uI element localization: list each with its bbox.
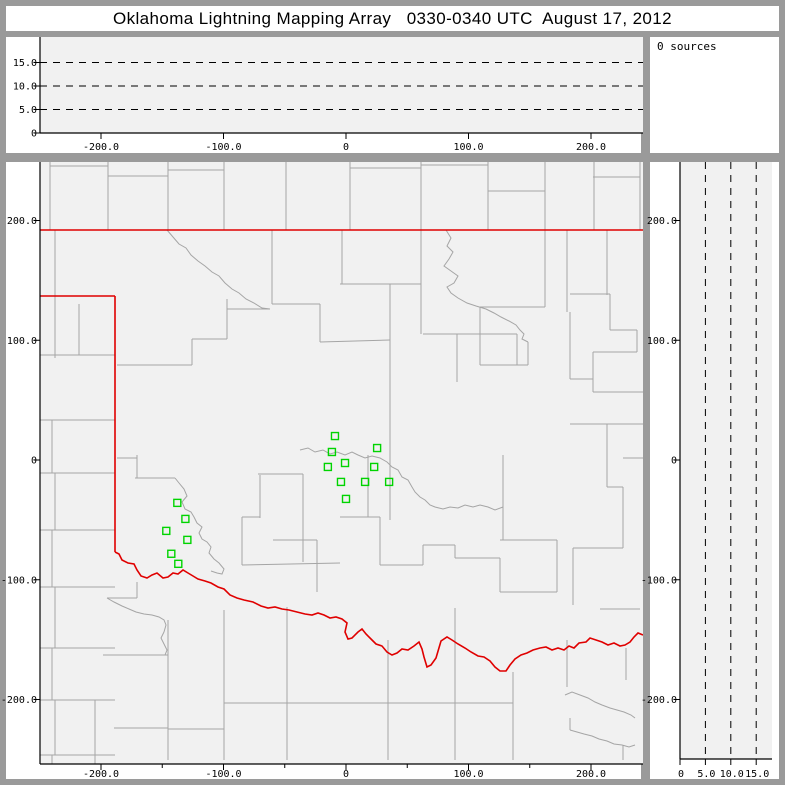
axis-tick-label: 5.0 — [19, 105, 37, 116]
station-marker — [327, 447, 337, 457]
station-marker — [360, 477, 370, 487]
source-count-label: 0 sources — [657, 40, 717, 53]
county-boundary — [241, 562, 341, 566]
axis-tick-label: 200.0 — [576, 142, 606, 153]
county-boundary — [299, 447, 504, 511]
axis-tick-label: -100.0 — [205, 769, 241, 780]
axis-tick-label: -200.0 — [1, 695, 37, 706]
station-marker — [162, 526, 171, 536]
axis-tick-label: -200.0 — [641, 695, 677, 706]
axis-tick-label: -200.0 — [83, 142, 119, 153]
station-marker — [336, 477, 346, 487]
axis-tick-label: 0 — [343, 769, 349, 780]
axis-tick-label: 0 — [671, 456, 677, 467]
county-boundary — [166, 229, 271, 310]
axis-tick-label: 100.0 — [647, 336, 677, 347]
divider — [6, 30, 779, 37]
station-marker — [369, 462, 379, 472]
axis-tick-label: 0 — [678, 769, 684, 780]
station-marker — [323, 462, 333, 472]
station-marker — [340, 458, 350, 468]
divider — [6, 153, 779, 162]
station-marker — [183, 535, 192, 545]
county-boundary — [319, 339, 391, 343]
station-marker — [341, 494, 351, 504]
axis-tick-label: 10.0 — [720, 769, 744, 780]
divider — [641, 30, 650, 779]
axis-tick-label: 15.0 — [13, 58, 37, 69]
axis-tick-label: 15.0 — [745, 769, 769, 780]
axis-tick-label: -200.0 — [83, 769, 119, 780]
state-border — [114, 551, 643, 672]
axis-tick-label: -100.0 — [205, 142, 241, 153]
county-boundary — [569, 729, 636, 748]
station-marker — [384, 477, 394, 487]
window-title: Oklahoma Lightning Mapping Array 0330-03… — [112, 8, 672, 28]
axis-tick-label: -100.0 — [1, 575, 37, 586]
axis-tick-label: 100.0 — [7, 336, 37, 347]
station-marker — [181, 514, 190, 524]
axis-tick-label: 200.0 — [7, 216, 37, 227]
axis-tick-label: 10.0 — [13, 82, 37, 93]
axis-tick-label: -100.0 — [641, 575, 677, 586]
alt-ns-plot-background — [680, 162, 772, 759]
station-marker — [174, 559, 183, 569]
station-marker — [167, 549, 176, 558]
map-layer — [40, 162, 643, 764]
station-marker — [372, 443, 382, 453]
axis-tick-label: 100.0 — [453, 142, 483, 153]
axis-tick-label: 5.0 — [697, 769, 715, 780]
county-boundary — [443, 229, 529, 343]
axis-tick-label: 0 — [31, 129, 37, 140]
county-boundary — [174, 477, 225, 575]
axis-tick-label: 200.0 — [576, 769, 606, 780]
county-boundary — [106, 597, 168, 656]
title-bar: Oklahoma Lightning Mapping Array 0330-03… — [6, 6, 779, 31]
alt-ew-plot-background — [40, 37, 643, 133]
county-boundary — [564, 691, 636, 719]
station-marker — [330, 431, 340, 441]
axis-tick-label: 0 — [31, 456, 37, 467]
axis-tick-label: 200.0 — [647, 216, 677, 227]
axis-tick-label: 100.0 — [453, 769, 483, 780]
station-marker — [173, 498, 182, 508]
axis-tick-label: 0 — [343, 142, 349, 153]
